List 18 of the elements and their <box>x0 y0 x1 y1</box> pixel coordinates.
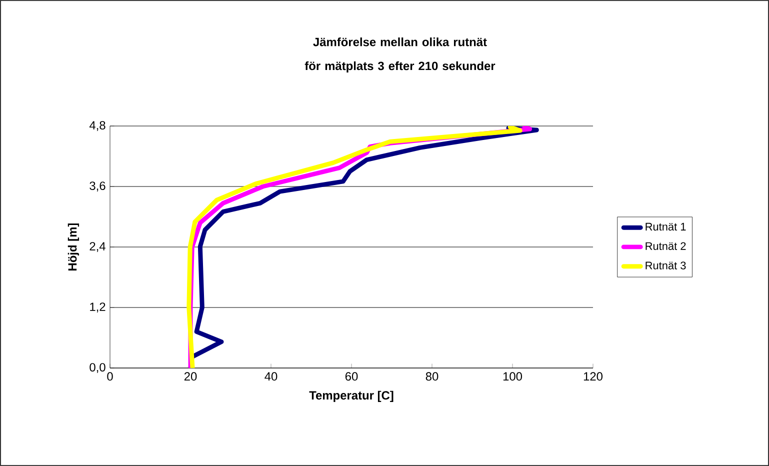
y-axis-title: Höjd [m] <box>68 223 80 270</box>
y-tick-label: 2,4 <box>90 242 106 252</box>
x-tick-label: 40 <box>264 372 278 381</box>
legend-label: Rutnät 1 <box>646 222 686 231</box>
x-axis-title: Temperatur [C] <box>309 390 394 402</box>
chart-title: Jämförelse mellan olika rutnät för mätplats 3 efter 210 sekunder <box>304 37 496 73</box>
y-tick-label: 1,2 <box>90 302 106 312</box>
y-tick-label: 3,6 <box>90 182 106 192</box>
x-tick-label: 60 <box>345 372 358 381</box>
x-tick-label: 20 <box>184 372 197 381</box>
x-tick-label: 0 <box>107 372 113 381</box>
y-tick-label: 0,0 <box>90 363 106 373</box>
legend-label: Rutnät 2 <box>646 242 686 250</box>
y-tick-label: 4,8 <box>89 121 106 131</box>
x-tick-label: 120 <box>584 372 603 381</box>
legend-label: Rutnät 3 <box>646 262 686 270</box>
x-tick-label: 100 <box>503 372 522 381</box>
x-tick-label: 80 <box>426 372 438 381</box>
